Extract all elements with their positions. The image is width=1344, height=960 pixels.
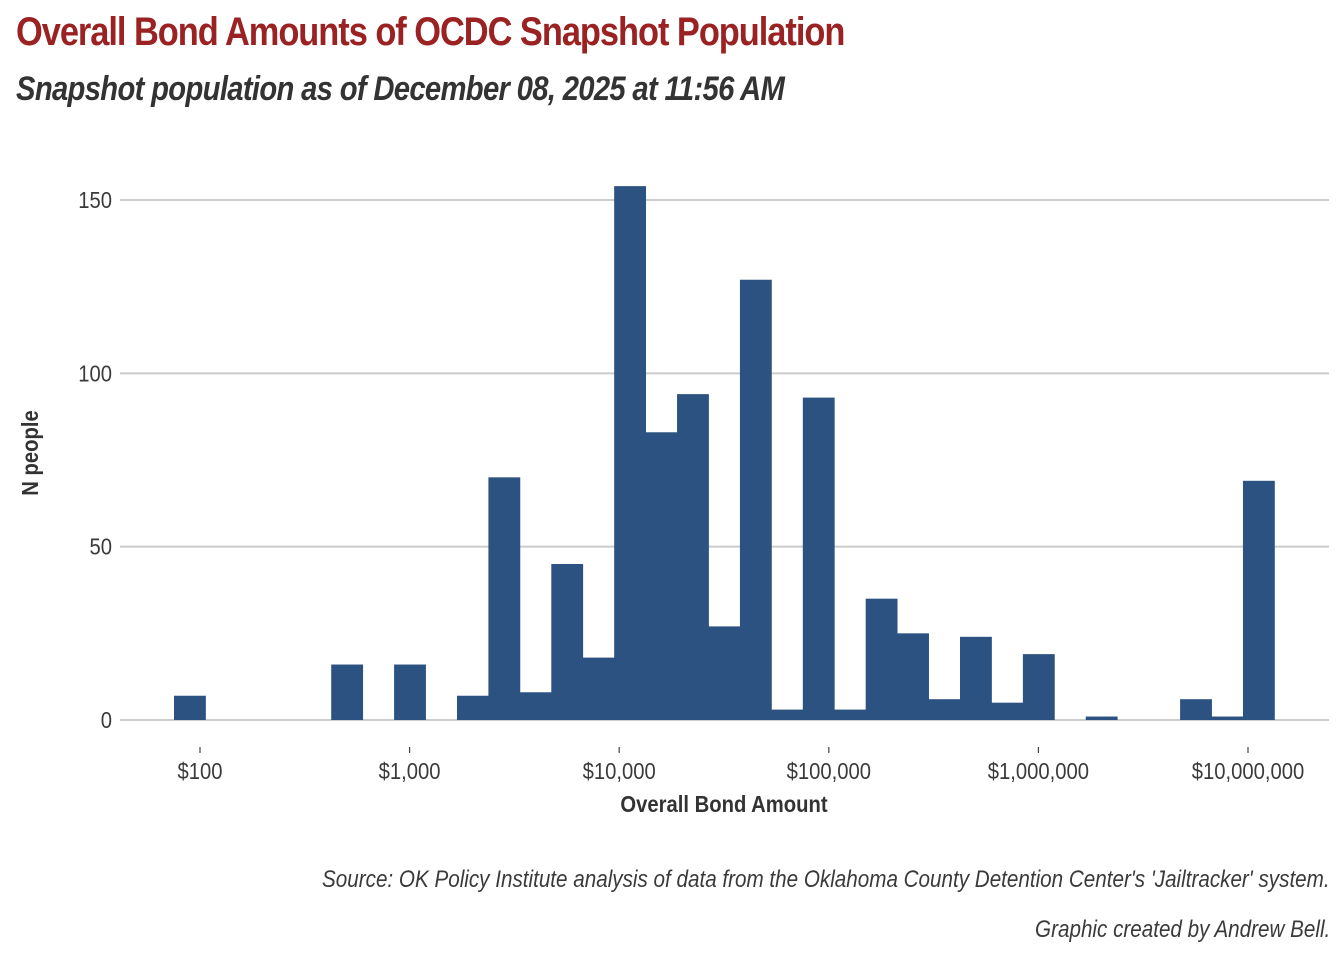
histogram-bar: [1022, 654, 1055, 720]
histogram-bar: [834, 709, 867, 720]
histogram-bar: [331, 664, 364, 720]
histogram-bar: [645, 432, 678, 720]
histogram-bar: [582, 657, 615, 720]
bars: [174, 186, 1275, 721]
x-tick-label: $10,000,000: [1192, 758, 1305, 785]
histogram-bar: [897, 633, 929, 720]
histogram-bar: [991, 702, 1024, 720]
x-tick-label: $100,000: [787, 758, 871, 785]
x-tick-label: $1,000: [379, 758, 441, 785]
histogram-bar: [677, 394, 709, 720]
y-axis-title: N people: [17, 410, 44, 495]
histogram-bar: [739, 279, 772, 720]
x-tick-label: $10,000: [583, 758, 656, 785]
chart-title: Overall Bond Amounts of OCDC Snapshot Po…: [16, 10, 845, 54]
histogram-bar: [708, 626, 741, 720]
x-tick-label: $1,000,000: [988, 758, 1089, 785]
x-axis-ticks: $100 $1,000 $10,000 $100,000 $1,000,000 $10,0…: [177, 747, 1304, 784]
histogram-bar: [174, 695, 206, 720]
histogram-bar: [488, 477, 521, 720]
histogram-bar: [1211, 716, 1244, 720]
histogram-bar: [865, 598, 898, 720]
source-caption: Source: OK Policy Institute analysis of …: [322, 866, 1330, 893]
histogram-bar: [771, 709, 804, 720]
y-axis-ticks: 0 50 100 150: [78, 187, 112, 734]
y-tick-label: 150: [78, 187, 112, 214]
histogram-bar: [1180, 699, 1212, 720]
histogram-bar: [551, 564, 584, 720]
x-axis-title: Overall Bond Amount: [620, 791, 827, 818]
y-tick-label: 0: [101, 707, 112, 734]
chart-subtitle: Snapshot population as of December 08, 2…: [16, 70, 785, 108]
x-tick-label: $100: [177, 758, 222, 785]
histogram-bar: [519, 692, 552, 720]
histogram-bar: [456, 695, 489, 720]
y-tick-label: 50: [89, 533, 112, 560]
credit-caption: Graphic created by Andrew Bell.: [1034, 916, 1330, 943]
histogram-bar: [960, 636, 992, 720]
histogram-bar: [802, 397, 835, 720]
histogram-bar: [1242, 480, 1275, 720]
y-tick-label: 100: [78, 360, 112, 387]
histogram-bar: [614, 186, 647, 721]
histogram-bar: [928, 699, 961, 720]
histogram-bar: [394, 664, 426, 720]
histogram-bar: [1085, 716, 1118, 720]
